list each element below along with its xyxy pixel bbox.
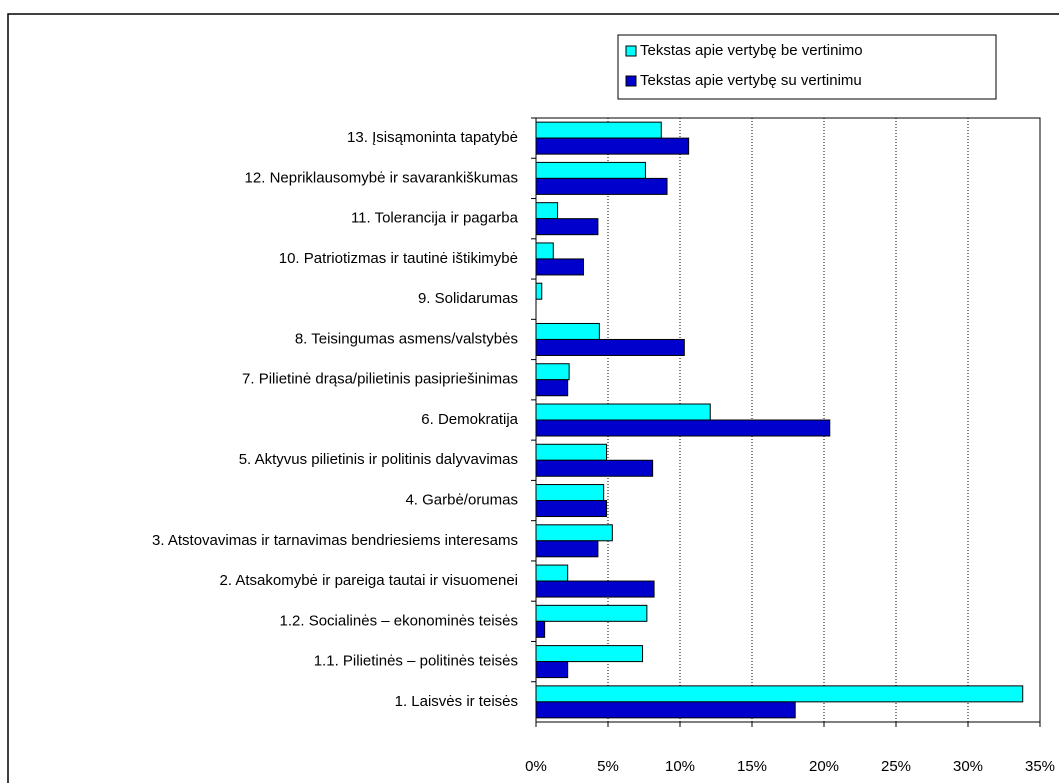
y-tick-label: 1.1. Pilietinės – politinės teisės [314, 653, 518, 670]
bar [535, 282, 543, 300]
bar [535, 338, 685, 356]
bar [535, 500, 608, 518]
y-tick-label: 11. Tolerancija ir pagarba [351, 210, 519, 227]
bar [535, 137, 690, 155]
y-tick-label: 12. Nepriklausomybė ir savarankiškumas [245, 169, 518, 186]
y-tick-label: 1. Laisvės ir teisės [395, 693, 518, 710]
x-tick-label: 10% [665, 758, 695, 775]
bar [535, 661, 569, 679]
bar [535, 218, 599, 236]
y-tick-label: 1.2. Socialinės – ekonominės teisės [280, 612, 518, 629]
y-tick-label: 8. Teisingumas asmens/valstybės [295, 330, 518, 347]
x-tick-label: 25% [881, 758, 911, 775]
bar [535, 363, 570, 381]
bar [535, 580, 655, 598]
x-tick-label: 0% [525, 758, 547, 775]
bar [535, 564, 569, 582]
y-tick-label: 9. Solidarumas [418, 290, 518, 307]
bar [535, 701, 796, 719]
y-tick-label: 6. Demokratija [421, 411, 518, 428]
bar [535, 322, 600, 340]
legend-label: Tekstas apie vertybę su vertinimu [640, 72, 862, 89]
bar [535, 645, 644, 663]
x-tick-label: 35% [1025, 758, 1055, 775]
bar [535, 242, 554, 260]
bar [535, 403, 711, 421]
bar [535, 379, 569, 397]
bar [535, 620, 546, 638]
x-tick-label: 30% [953, 758, 983, 775]
bar [535, 177, 668, 195]
bar [535, 459, 654, 477]
bar [535, 685, 1024, 703]
y-tick-label: 7. Pilietinė drąsa/pilietinis pasiprieši… [242, 371, 518, 388]
bar [535, 161, 646, 179]
y-tick-label: 5. Aktyvus pilietinis ir politinis dalyv… [239, 451, 518, 468]
x-tick-label: 15% [737, 758, 767, 775]
bar [535, 524, 613, 542]
legend-label: Tekstas apie vertybę be vertinimo [640, 42, 863, 59]
bar [535, 258, 585, 276]
bar [535, 202, 559, 220]
legend [617, 34, 997, 100]
bar [535, 484, 605, 502]
bar [535, 121, 662, 139]
bar [535, 540, 599, 558]
x-tick-label: 5% [597, 758, 619, 775]
y-tick-label: 2. Atsakomybė ir pareiga tautai ir visuo… [220, 572, 518, 589]
y-tick-label: 3. Atstovavimas ir tarnavimas bendriesie… [152, 532, 518, 549]
bar [535, 604, 648, 622]
y-tick-label: 4. Garbė/orumas [405, 492, 518, 509]
legend-swatch [625, 75, 637, 87]
x-tick-label: 20% [809, 758, 839, 775]
legend-swatch [625, 45, 637, 57]
bar [535, 443, 608, 461]
bar [535, 419, 831, 437]
y-tick-label: 10. Patriotizmas ir tautinė ištikimybė [279, 250, 518, 267]
y-tick-label: 13. Įsisąmoninta tapatybė [347, 129, 518, 146]
